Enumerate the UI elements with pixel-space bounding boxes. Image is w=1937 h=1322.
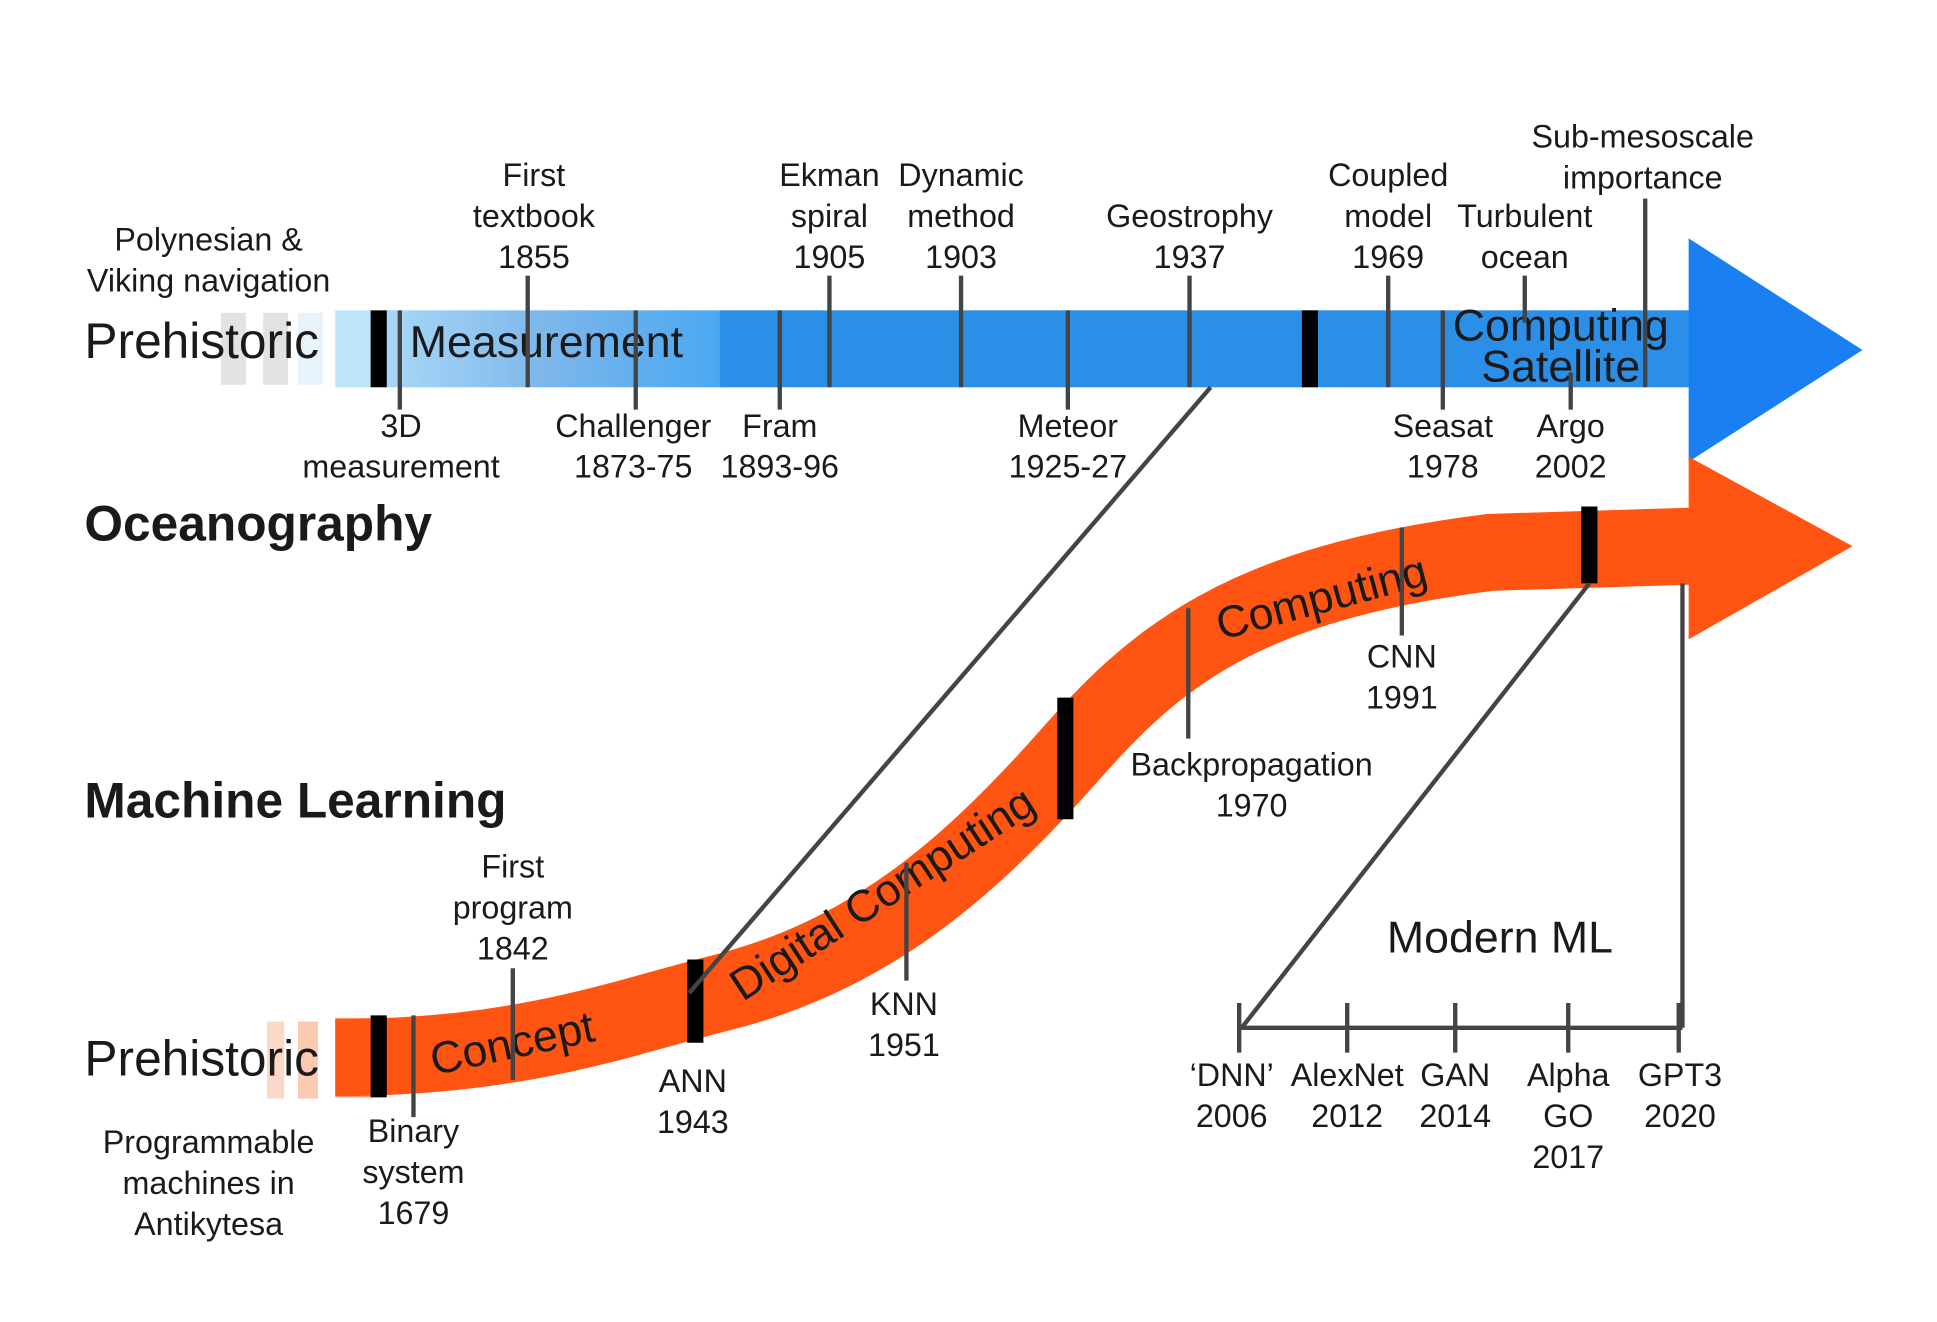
event-label: 1937 [1154, 239, 1226, 275]
ml-start: Prehistoric [84, 1031, 319, 1087]
event-label: Geostrophy [1106, 198, 1274, 234]
event-label: Binary [368, 1113, 460, 1149]
ml-band [266, 456, 1853, 1099]
event-label: ANN [659, 1063, 727, 1099]
event-label: KNN [870, 986, 938, 1022]
event-label: Fram [742, 408, 817, 444]
ml-start-note: machines in [123, 1165, 295, 1201]
event-label: Backpropagation [1130, 747, 1372, 783]
event-label: 1943 [657, 1104, 729, 1140]
event-label: 1925-27 [1009, 449, 1127, 485]
event-label: Alpha [1527, 1057, 1610, 1093]
event-label: 1905 [794, 239, 866, 275]
phase-label: Measurement [410, 318, 684, 367]
ocean-start-note: Viking navigation [87, 263, 330, 299]
event-label: CNN [1367, 639, 1437, 675]
event-label: Dynamic [898, 157, 1024, 193]
event-label: 1855 [498, 239, 570, 275]
event-label: method [907, 198, 1015, 234]
event-label: GPT3 [1638, 1057, 1722, 1093]
event-label: Argo [1537, 408, 1605, 444]
event-label: program [453, 889, 573, 925]
connectors [687, 385, 1685, 1053]
phase-label: Satellite [1481, 343, 1640, 392]
event-label: 2014 [1419, 1098, 1491, 1134]
event-label: Coupled [1328, 157, 1448, 193]
event-label: 2012 [1311, 1098, 1383, 1134]
event-label: 3D [380, 408, 421, 444]
event-label: 1842 [477, 930, 549, 966]
ocean-bar [221, 238, 1863, 462]
event-label: ocean [1481, 239, 1569, 275]
event-label: 1951 [868, 1027, 940, 1063]
event-label: Seasat [1393, 408, 1494, 444]
phase-label: Computing [1453, 302, 1669, 351]
event-label: Ekman [779, 157, 879, 193]
event-label: importance [1563, 160, 1723, 196]
event-label: 1903 [925, 239, 997, 275]
event-label: model [1344, 198, 1432, 234]
ml-title: Machine Learning [84, 772, 506, 828]
event-label: 1679 [378, 1195, 450, 1231]
ocean-start-note: Polynesian & [114, 222, 303, 258]
event-label: Challenger [555, 408, 711, 444]
event-label: 1969 [1352, 239, 1424, 275]
event-label: Sub-mesoscale [1532, 119, 1754, 155]
phase-label: Digital Computing [721, 777, 1044, 1010]
ocean-title: Oceanography [84, 496, 432, 552]
ml-start-note: Antikytesa [134, 1206, 283, 1242]
event-label: GAN [1420, 1057, 1490, 1093]
modern-ml-title: Modern ML [1387, 914, 1613, 963]
event-label: 2020 [1644, 1098, 1716, 1134]
ml-start-note: Programmable [103, 1124, 315, 1160]
event-label: measurement [302, 449, 499, 485]
event-label: First [503, 157, 566, 193]
event-label: 1893-96 [721, 449, 839, 485]
event-label: 1978 [1407, 449, 1479, 485]
event-label: First [481, 848, 544, 884]
event-label: 2006 [1196, 1098, 1268, 1134]
event-label: 1873-75 [574, 449, 692, 485]
event-label: 2002 [1535, 449, 1607, 485]
event-label: GO [1543, 1098, 1593, 1134]
event-label: textbook [473, 198, 596, 234]
event-label: Turbulent [1457, 198, 1592, 234]
event-label: ‘DNN’ [1190, 1057, 1274, 1093]
event-label: 2017 [1532, 1139, 1604, 1175]
event-label: spiral [791, 198, 868, 234]
event-label: AlexNet [1291, 1057, 1404, 1093]
event-label: system [362, 1154, 464, 1190]
event-label: Meteor [1018, 408, 1119, 444]
event-label: 1991 [1366, 680, 1438, 716]
ocean-start: Prehistoric [84, 313, 319, 369]
event-label: 1970 [1216, 788, 1288, 824]
